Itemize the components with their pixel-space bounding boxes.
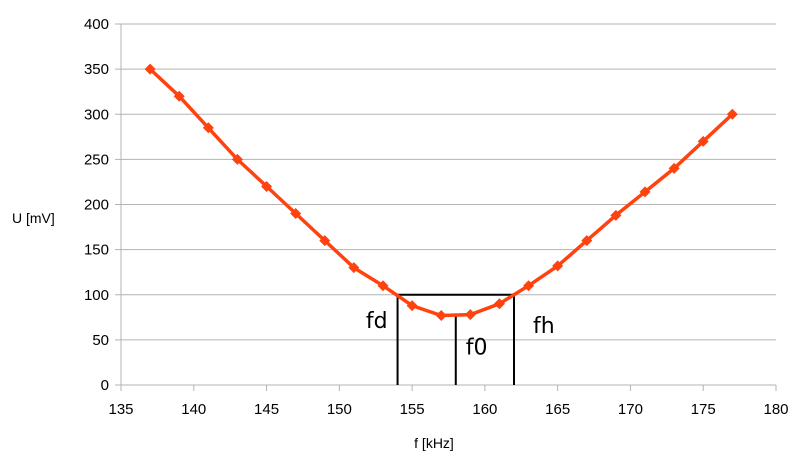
labels: U [mV] f [kHz] 0 50 100 150 200 250 300 350 400 1… xyxy=(12,16,789,451)
data-point xyxy=(523,280,535,292)
y-tick-label: 200 xyxy=(84,197,109,214)
annotation-f0: f0 xyxy=(466,336,488,361)
data-point xyxy=(668,162,680,174)
data-point xyxy=(552,260,564,272)
data-point xyxy=(726,108,738,120)
x-tick-label: 170 xyxy=(618,401,643,418)
y-tick-label: 150 xyxy=(84,242,109,259)
x-tick-label: 155 xyxy=(400,401,425,418)
grid-lines xyxy=(121,23,776,386)
data-point xyxy=(144,63,156,75)
x-tick-label: 140 xyxy=(181,401,206,418)
y-tick-label: 250 xyxy=(84,151,109,168)
data-point xyxy=(697,135,709,147)
x-tick-label: 180 xyxy=(763,401,788,418)
data-point xyxy=(231,153,243,165)
x-axis-title: f [kHz] xyxy=(414,435,454,451)
y-tick-label: 400 xyxy=(84,16,109,33)
data-point xyxy=(319,235,331,247)
data-point xyxy=(290,208,302,220)
axes xyxy=(115,23,777,391)
bandwidth-markers xyxy=(396,293,515,385)
y-tick-label: 50 xyxy=(92,332,109,349)
x-tick-label: 135 xyxy=(108,401,133,418)
data-point xyxy=(377,280,389,292)
x-tick-label: 175 xyxy=(691,401,716,418)
data-point xyxy=(493,298,505,310)
annotation-fd: fd xyxy=(366,309,388,334)
data-point xyxy=(261,180,273,192)
y-tick-label: 300 xyxy=(84,106,109,123)
x-tick-label: 165 xyxy=(545,401,570,418)
data-point xyxy=(435,310,447,322)
data-point xyxy=(173,90,185,102)
annotation-fh: fh xyxy=(533,314,555,339)
data-point xyxy=(581,235,593,247)
series-layer xyxy=(144,63,738,322)
data-point xyxy=(639,186,651,198)
y-tick-label: 350 xyxy=(84,61,109,78)
data-point xyxy=(202,122,214,134)
data-point xyxy=(610,209,622,221)
data-point xyxy=(464,309,476,321)
y-tick-label: 0 xyxy=(101,377,109,394)
data-point xyxy=(348,262,360,274)
x-tick-label: 145 xyxy=(254,401,279,418)
data-point xyxy=(406,300,418,312)
x-tick-label: 150 xyxy=(327,401,352,418)
y-axis-title: U [mV] xyxy=(12,210,55,226)
y-tick-label: 100 xyxy=(84,287,109,304)
x-tick-label: 160 xyxy=(472,401,497,418)
